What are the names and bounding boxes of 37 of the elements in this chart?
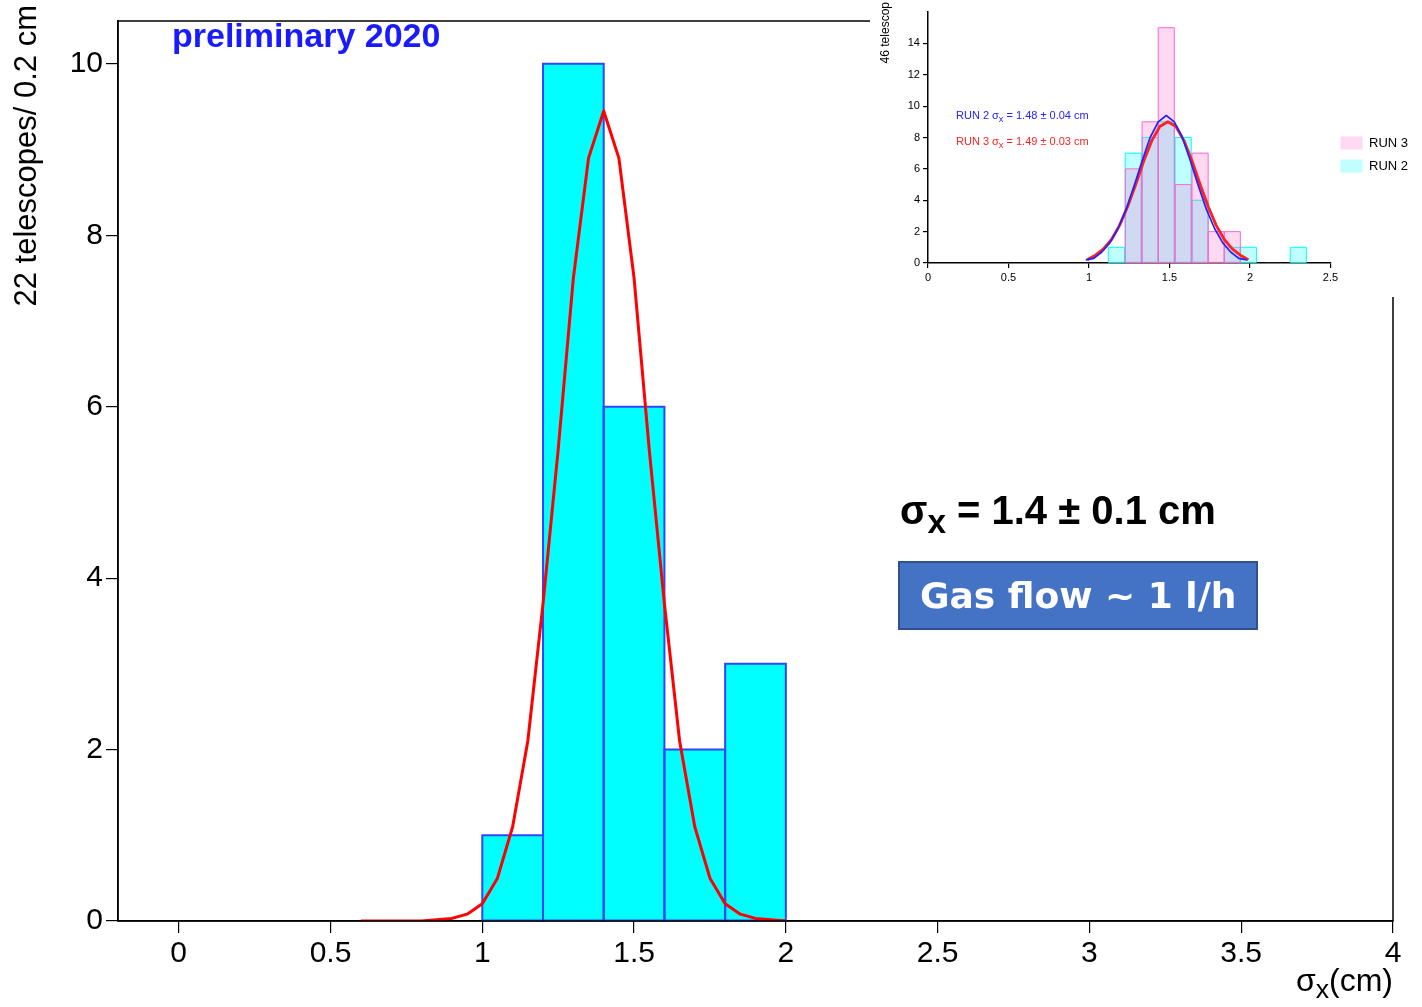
x-tick-label: 2 (1246, 270, 1254, 283)
y-tick-label: 6 (86, 387, 103, 421)
annotation: RUN 2 σ$_{x}$ = 1.48 ± 0.04 cm (956, 109, 1089, 125)
x-tick-label: 1 (473, 935, 491, 969)
x-tick-label: 1.5 (613, 935, 655, 969)
y-tick-label: 0 (86, 902, 103, 936)
y-tick-label: 4 (86, 559, 103, 593)
annotation: Gas flow ~ 1 l/h (898, 561, 1259, 630)
y-tick-label: 12 (907, 67, 920, 80)
y-axis-title: 46 telescop (878, 2, 892, 64)
x-tick-label: 2.5 (1322, 270, 1339, 283)
y-axis-title: 22 telescopes/ 0.2 cm (8, 5, 44, 307)
x-tick-label: 3.5 (1220, 935, 1263, 969)
y-tick-label: 0 (913, 256, 920, 269)
legend-label: RUN 3 (1368, 134, 1409, 150)
annotation: preliminary 2020 (172, 16, 441, 55)
legend-label: RUN 2 (1368, 157, 1409, 173)
y-tick-label: 8 (86, 216, 103, 250)
annotation: RUN 3 σ$_{x}$ = 1.49 ± 0.03 cm (956, 135, 1089, 151)
y-tick-label: 2 (913, 224, 920, 237)
y-tick-label: 10 (69, 45, 103, 79)
y-tick-label: 4 (913, 193, 920, 206)
x-tick-label: 3 (1081, 935, 1098, 969)
x-tick-label: 0.5 (309, 935, 352, 969)
annotation: σ$_{x}$ = 1.4 ± 0.1 cm (900, 488, 1216, 541)
y-tick-label: 6 (913, 161, 920, 174)
x-tick-label: 0.5 (1000, 270, 1017, 283)
y-tick-label: 10 (907, 99, 920, 112)
y-tick-label: 14 (907, 36, 920, 49)
y-tick-label: 8 (913, 130, 920, 143)
x-tick-label: 0 (170, 935, 188, 969)
x-tick-label: 1.5 (1161, 270, 1178, 283)
y-tick-label: 2 (86, 730, 103, 764)
x-tick-label: 2.5 (916, 935, 959, 969)
x-tick-label: 0 (924, 270, 932, 283)
x-tick-label: 2 (777, 935, 795, 969)
x-tick-label: 1 (1085, 270, 1093, 283)
